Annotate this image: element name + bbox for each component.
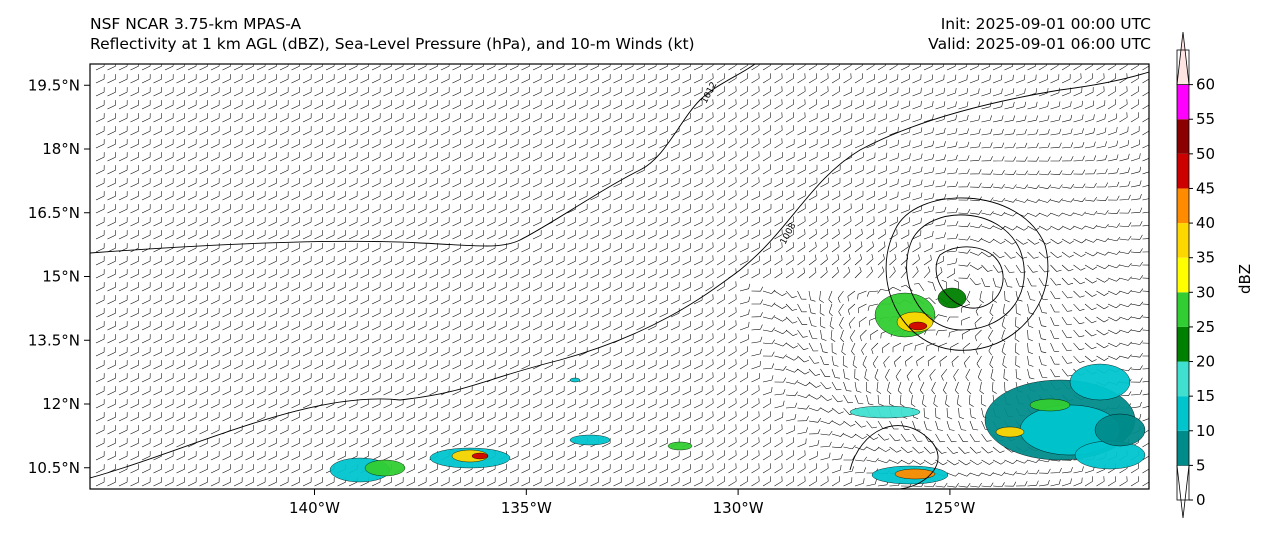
colorbar-segment <box>1177 326 1189 362</box>
lat-tick-label: 12°N <box>42 395 80 413</box>
reflectivity-layer <box>329 287 1146 485</box>
colorbar-tick-label: 15 <box>1196 387 1215 405</box>
colorbar-tick-label: 60 <box>1196 76 1215 94</box>
colorbar-segment <box>1177 119 1189 154</box>
title-block: NSF NCAR 3.75-km MPAS-A Reflectivity at … <box>90 14 695 54</box>
colorbar-segment <box>1177 257 1189 293</box>
colorbar-tick-label: 5 <box>1196 456 1206 474</box>
wind-barbs <box>95 64 1149 488</box>
colorbar-segment <box>1177 153 1189 189</box>
reflectivity-echo <box>908 321 928 331</box>
reflectivity-echo <box>995 426 1025 438</box>
isobar-1012 <box>90 64 756 254</box>
colorbar-segment <box>1176 464 1190 519</box>
reflectivity-echo <box>471 452 489 460</box>
colorbar-tick-label: 0 <box>1196 491 1206 509</box>
latitude-axis: 19.5°N 18°N 16.5°N 15°N 13.5°N 12°N 10.5°N <box>28 76 90 477</box>
lon-tick-label: 135°W <box>501 499 552 517</box>
colorbar-tick-label: 20 <box>1196 353 1215 371</box>
lat-tick-label: 10.5°N <box>28 459 80 477</box>
colorbar-tick-label: 10 <box>1196 422 1215 440</box>
lon-tick-label: 125°W <box>924 499 975 517</box>
reflectivity-echo <box>937 287 967 309</box>
colorbar-segment <box>1177 361 1189 397</box>
colorbar-label: dBZ <box>1236 264 1254 294</box>
lat-tick-label: 13.5°N <box>28 331 80 349</box>
wind-barbs-layer <box>95 64 1149 488</box>
reflectivity-echo <box>894 468 936 480</box>
isobars-layer <box>90 64 1149 489</box>
reflectivity-echo <box>569 377 581 383</box>
colorbar-segment <box>1177 430 1189 466</box>
reflectivity-echo <box>1029 398 1071 412</box>
reflectivity-echo <box>364 459 406 477</box>
colorbar-segment <box>1177 84 1189 120</box>
init-time: Init: 2025-09-01 00:00 UTC <box>940 15 1151 33</box>
isobar-cyclone-1 <box>935 246 1004 309</box>
reflectivity-echo <box>569 434 611 446</box>
colorbar-tick-label: 35 <box>1196 249 1215 267</box>
reflectivity-echo <box>667 441 693 451</box>
isobar-south-trough <box>849 425 939 489</box>
lat-tick-label: 18°N <box>42 140 80 158</box>
colorbar-segment <box>1177 396 1189 431</box>
reflectivity-echo <box>1094 413 1146 447</box>
reflectivity-echo <box>1069 363 1131 401</box>
isobar-cyclone-3 <box>885 197 1049 351</box>
colorbar-tick-label: 55 <box>1196 110 1215 128</box>
colorbar-tick-label: 45 <box>1196 179 1215 197</box>
colorbar-tick-label: 50 <box>1196 145 1215 163</box>
reflectivity-echo <box>849 405 921 419</box>
time-block: Init: 2025-09-01 00:00 UTC Valid: 2025-0… <box>928 14 1151 54</box>
lat-tick-label: 19.5°N <box>28 76 80 94</box>
colorbar-tick-label: 25 <box>1196 318 1215 336</box>
longitude-axis: 140°W 135°W 130°W 125°W <box>289 489 976 517</box>
colorbar-tick-label: 40 <box>1196 214 1215 232</box>
valid-time: Valid: 2025-09-01 06:00 UTC <box>928 35 1151 53</box>
colorbar-tick-label: 30 <box>1196 283 1215 301</box>
colorbar-frame <box>1176 49 1190 501</box>
colorbar-segment <box>1177 292 1189 327</box>
lat-tick-label: 15°N <box>42 268 80 286</box>
reflectivity-echo <box>1074 440 1146 470</box>
model-title: NSF NCAR 3.75-km MPAS-A <box>90 15 302 33</box>
isobar-1008 <box>90 71 1149 479</box>
colorbar-segment <box>1177 223 1189 258</box>
fields-title: Reflectivity at 1 km AGL (dBZ), Sea-Leve… <box>90 35 695 53</box>
colorbar-segment <box>1176 31 1190 86</box>
map-plot-area: 1012 1008 <box>90 64 1149 489</box>
lon-tick-label: 140°W <box>289 499 340 517</box>
lon-tick-label: 130°W <box>713 499 764 517</box>
colorbar-segment <box>1177 188 1189 224</box>
lat-tick-label: 16.5°N <box>28 204 80 222</box>
isobar-cyclone-2 <box>906 214 1025 331</box>
colorbar: 0 5 10 15 20 25 30 35 40 45 50 55 60 <box>1176 31 1215 519</box>
